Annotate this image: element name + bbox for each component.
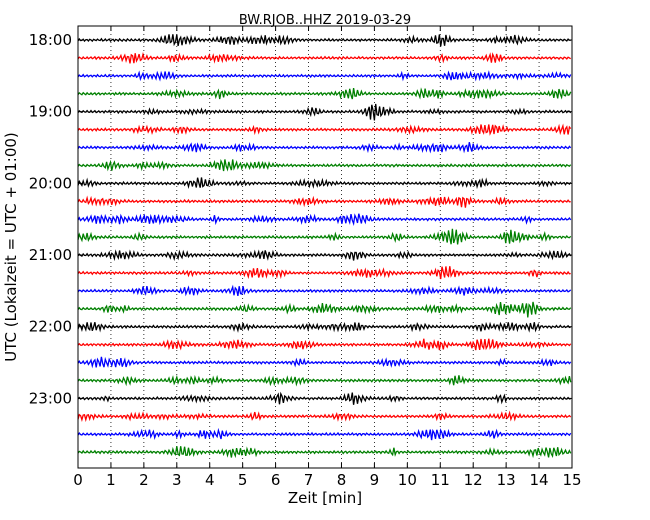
x-tick-label: 3 (172, 471, 182, 489)
seismic-trace (77, 87, 572, 100)
seismic-trace (77, 70, 572, 82)
axis-ticks: 0 1 2 3 4 5 6 7 8 9 10 11 12 13 14 1518:0019:0020:0021:… (29, 26, 582, 489)
y-tick-label: 21:00 (29, 246, 72, 264)
seismic-trace (77, 427, 572, 441)
seismic-trace (77, 321, 571, 333)
seismic-trace (77, 338, 572, 351)
seismic-trace (77, 284, 572, 297)
y-axis-label: UTC (Lokalzeit = UTC + 01:00) (2, 132, 20, 362)
seismic-trace (77, 356, 572, 369)
x-tick-label: 0 (73, 471, 83, 489)
seismic-trace (77, 249, 572, 262)
seismic-trace (77, 410, 572, 423)
seismic-trace (77, 228, 572, 245)
seismic-trace (77, 103, 572, 121)
y-tick-label: 22:00 (29, 318, 72, 336)
x-tick-label: 6 (271, 471, 281, 489)
x-axis-label: Zeit [min] (288, 489, 362, 507)
seismic-trace (77, 34, 571, 47)
seismic-trace (77, 374, 572, 387)
x-tick-label: 4 (205, 471, 215, 489)
y-tick-label: 18:00 (29, 31, 72, 49)
seismic-trace (77, 446, 572, 459)
x-tick-label: 13 (497, 471, 516, 489)
seismic-trace (77, 301, 572, 318)
y-tick-label: 19:00 (29, 103, 72, 121)
y-tick-label: 23:00 (29, 389, 72, 407)
chart-title: BW.RJOB..HHZ 2019-03-29 (239, 13, 411, 28)
seismic-trace (77, 213, 572, 226)
x-tick-label: 14 (530, 471, 549, 489)
x-tick-label: 15 (562, 471, 581, 489)
x-tick-label: 9 (370, 471, 380, 489)
plot-frame (77, 25, 573, 469)
x-tick-label: 10 (398, 471, 417, 489)
y-tick-label: 20:00 (29, 174, 72, 192)
seismic-trace (77, 195, 571, 208)
seismic-trace (77, 266, 571, 280)
x-tick-label: 1 (106, 471, 116, 489)
x-tick-label: 8 (337, 471, 347, 489)
seismic-trace (77, 391, 571, 405)
grid-lines (110, 26, 540, 468)
seismic-trace (77, 123, 572, 136)
x-tick-label: 5 (238, 471, 248, 489)
x-tick-label: 12 (464, 471, 483, 489)
trace-group (77, 34, 572, 459)
seismic-trace (77, 177, 572, 190)
seismic-trace (77, 51, 572, 64)
x-tick-label: 11 (431, 471, 450, 489)
seismic-trace (77, 142, 572, 154)
seismic-trace (77, 158, 572, 172)
x-tick-label: 2 (139, 471, 149, 489)
x-tick-label: 7 (304, 471, 314, 489)
